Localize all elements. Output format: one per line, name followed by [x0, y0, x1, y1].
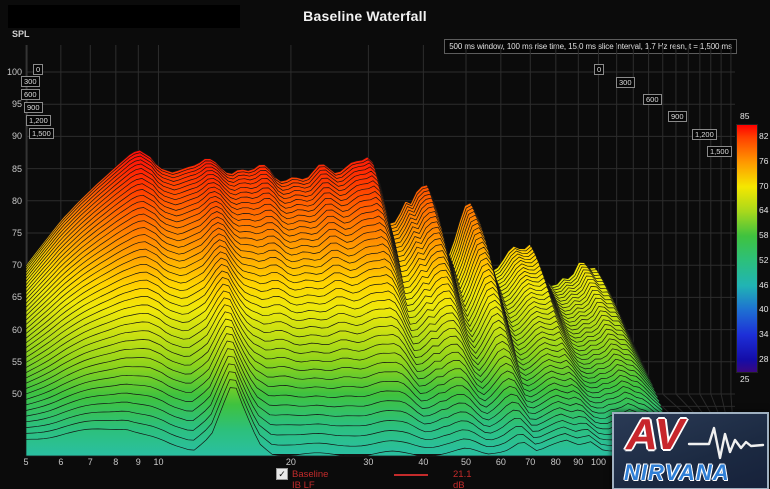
- spl-tick-75: 75: [11, 228, 22, 238]
- colorbar-tick-34: 34: [759, 328, 769, 339]
- freq-tick-80: 80: [550, 457, 561, 467]
- trace-value: 21.1 dB: [453, 469, 472, 489]
- freq-tick-100: 100: [590, 457, 606, 467]
- spl-tick-50: 50: [11, 389, 22, 399]
- freq-tick-50: 50: [460, 457, 472, 467]
- time-label-right-0: 0: [594, 64, 605, 75]
- freq-tick-30: 30: [363, 457, 374, 467]
- spl-tick-70: 70: [11, 260, 22, 271]
- time-label-left-1500: 1,500: [29, 128, 54, 139]
- time-label-left-0: 0: [33, 64, 44, 75]
- time-label-right-900: 900: [668, 111, 687, 122]
- freq-tick-8: 8: [113, 457, 119, 467]
- waveform-icon: [687, 426, 765, 460]
- freq-tick-90: 90: [573, 457, 584, 467]
- time-label-right-1500: 1,500: [707, 146, 732, 157]
- logo-nirvana-text: NIRVANA: [624, 460, 730, 485]
- time-label-right-300: 300: [616, 77, 635, 88]
- colorbar-tick-76: 76: [759, 156, 769, 167]
- freq-tick-70: 70: [525, 457, 536, 467]
- freq-tick-40: 40: [418, 457, 429, 467]
- spl-axis-label: SPL: [12, 29, 30, 39]
- time-label-left-900: 900: [24, 102, 43, 113]
- freq-tick-5: 5: [23, 457, 29, 467]
- freq-tick-9: 9: [135, 457, 141, 467]
- time-label-left-300: 300: [21, 76, 40, 87]
- colorbar-tick-52: 52: [759, 254, 769, 265]
- colorbar-tick-82: 82: [759, 131, 769, 142]
- colorbar-top-label: 85: [740, 111, 750, 121]
- freq-tick-10: 10: [153, 457, 164, 467]
- colorbar-tick-64: 64: [759, 205, 769, 216]
- page-title: Baseline Waterfall: [303, 8, 427, 24]
- time-label-left-600: 600: [21, 89, 40, 100]
- colorbar: [736, 124, 758, 373]
- colorbar-bottom-label: 25: [740, 374, 750, 384]
- time-label-right-600: 600: [643, 94, 662, 105]
- freq-tick-60: 60: [495, 457, 506, 467]
- freq-tick-6: 6: [58, 457, 64, 467]
- colorbar-tick-40: 40: [759, 304, 769, 315]
- trace-label[interactable]: Baseline IB LF: [292, 469, 329, 489]
- spl-tick-85: 85: [11, 163, 22, 174]
- av-nirvana-logo: AV NIRVANA: [612, 410, 769, 489]
- spl-tick-60: 60: [11, 324, 22, 335]
- redacted-titlebar-region: [8, 5, 240, 28]
- time-label-right-1200: 1,200: [692, 129, 717, 140]
- logo-av-text: AV: [626, 410, 684, 459]
- trace-color-line: [394, 474, 428, 476]
- measurement-settings-readout: 500 ms window, 100 ms rise time, 15.0 ms…: [444, 39, 737, 54]
- colorbar-tick-28: 28: [759, 353, 769, 364]
- colorbar-tick-70: 70: [759, 180, 769, 191]
- colorbar-tick-46: 46: [759, 279, 769, 290]
- spl-tick-65: 65: [11, 292, 22, 303]
- freq-tick-7: 7: [87, 457, 93, 467]
- spl-tick-90: 90: [11, 131, 22, 142]
- spl-tick-80: 80: [11, 195, 22, 206]
- spl-tick-95: 95: [11, 99, 22, 110]
- trace-checkbox[interactable]: ✓: [276, 468, 288, 480]
- freq-tick-20: 20: [285, 457, 296, 467]
- spl-tick-100: 100: [6, 67, 22, 77]
- time-label-left-1200: 1,200: [26, 115, 51, 126]
- spl-tick-55: 55: [11, 356, 22, 367]
- colorbar-tick-58: 58: [759, 230, 769, 241]
